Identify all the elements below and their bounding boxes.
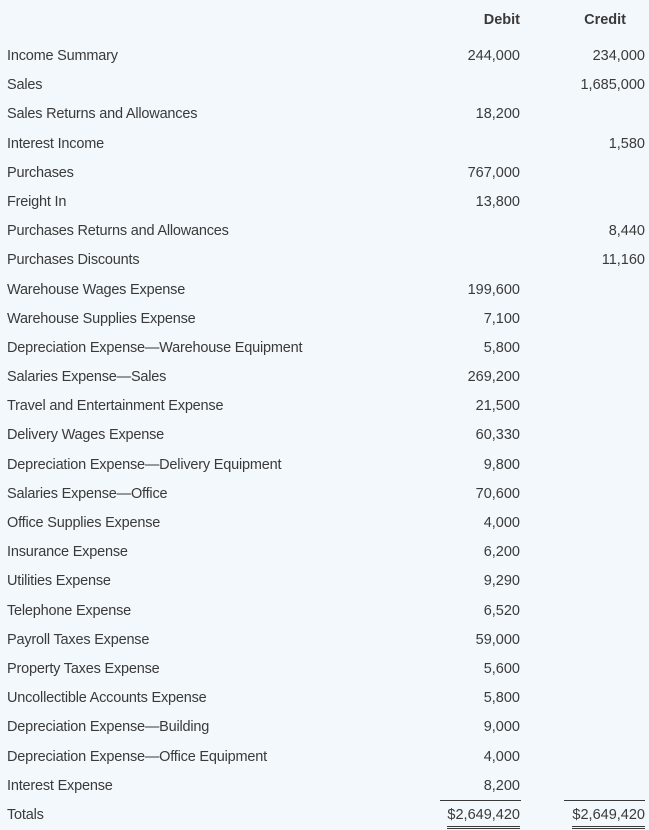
- totals-row: Totals $2,649,420 $2,649,420: [0, 801, 649, 830]
- table-row: Purchases Discounts 11,160: [0, 246, 649, 275]
- account-name: Delivery Wages Expense: [7, 427, 165, 444]
- table-row: Purchases 767,000: [0, 159, 649, 188]
- table-row: Telephone Expense 6,520: [0, 597, 649, 626]
- debit-amount: 767,000: [467, 164, 520, 181]
- debit-subtotal-rule: [440, 799, 521, 801]
- account-name: Sales: [7, 77, 43, 94]
- table-header: Debit Credit: [0, 0, 649, 42]
- debit-amount: 5,600: [483, 660, 520, 677]
- account-name: Income Summary: [7, 48, 118, 64]
- table-row: Salaries Expense—Sales 269,200: [0, 363, 649, 392]
- account-name: Uncollectible Accounts Expense: [7, 690, 207, 707]
- table-row: Office Supplies Expense 4,000: [0, 509, 649, 538]
- debit-amount: 4,000: [483, 748, 520, 765]
- debit-amount: 4,000: [483, 515, 520, 531]
- account-name: Payroll Taxes Expense: [7, 631, 150, 648]
- debit-amount: 13,800: [475, 193, 520, 210]
- account-name: Interest Income: [7, 135, 104, 152]
- credit-amount: 11,160: [601, 252, 645, 269]
- account-name: Freight In: [7, 193, 67, 210]
- debit-amount: 7,100: [483, 310, 520, 327]
- table-row: Depreciation Expense—Warehouse Equipment…: [0, 334, 649, 363]
- table-row: Delivery Wages Expense 60,330: [0, 421, 649, 450]
- table-row: Depreciation Expense—Office Equipment 4,0…: [0, 743, 649, 772]
- table-row: Purchases Returns and Allowances 8,440: [0, 217, 649, 246]
- table-row: Travel and Entertainment Expense 21,500: [0, 392, 649, 421]
- credit-amount: 1,685,000: [580, 77, 645, 94]
- account-name: Office Supplies Expense: [7, 515, 161, 531]
- debit-column-header: Debit: [483, 12, 520, 28]
- table-row: Salaries Expense—Office 70,600: [0, 480, 649, 509]
- account-name: Depreciation Expense—Office Equipment: [7, 748, 267, 765]
- account-name: Telephone Expense: [7, 602, 131, 619]
- table-row: Interest Expense 8,200: [0, 772, 649, 801]
- table-row: Uncollectible Accounts Expense 5,800: [0, 684, 649, 713]
- debit-amount: 70,600: [475, 485, 520, 502]
- account-name: Purchases Returns and Allowances: [7, 223, 229, 240]
- account-name: Travel and Entertainment Expense: [7, 398, 224, 415]
- table-row: Freight In 13,800: [0, 188, 649, 217]
- totals-label: Totals: [7, 806, 44, 823]
- table-row: Sales 1,685,000: [0, 71, 649, 100]
- account-name: Insurance Expense: [7, 544, 128, 561]
- totals-debit: $2,649,420: [447, 804, 520, 829]
- debit-amount: 199,600: [467, 281, 520, 298]
- debit-amount: 5,800: [483, 690, 520, 707]
- debit-amount: 5,800: [483, 339, 520, 356]
- table-row: Sales Returns and Allowances 18,200: [0, 100, 649, 129]
- account-name: Warehouse Supplies Expense: [7, 310, 196, 327]
- table-row: Payroll Taxes Expense 59,000: [0, 626, 649, 655]
- table-row: Interest Income 1,580: [0, 130, 649, 159]
- debit-amount: 18,200: [475, 106, 520, 123]
- account-name: Warehouse Wages Expense: [7, 281, 186, 298]
- account-name: Depreciation Expense—Delivery Equipment: [7, 456, 282, 473]
- debit-amount: 269,200: [467, 369, 520, 386]
- table-row: Depreciation Expense—Delivery Equipment 9…: [0, 451, 649, 480]
- credit-amount: 234,000: [592, 48, 645, 64]
- debit-amount: 6,520: [483, 602, 520, 619]
- account-name: Depreciation Expense—Warehouse Equipment: [7, 339, 303, 356]
- credit-subtotal-rule: [564, 799, 645, 801]
- table-row: Depreciation Expense—Building 9,000: [0, 713, 649, 742]
- table-row: Warehouse Supplies Expense 7,100: [0, 305, 649, 334]
- totals-credit: $2,649,420: [572, 804, 645, 829]
- debit-amount: 6,200: [483, 544, 520, 561]
- debit-amount: 60,330: [475, 427, 520, 444]
- table-row: Insurance Expense 6,200: [0, 538, 649, 567]
- account-name: Salaries Expense—Sales: [7, 369, 167, 386]
- debit-amount: 9,000: [483, 719, 520, 736]
- account-name: Purchases: [7, 164, 74, 181]
- table-body: Income Summary 244,000 234,000 Sales 1,685,0…: [0, 42, 649, 801]
- debit-amount: 8,200: [483, 777, 520, 794]
- debit-amount: 244,000: [467, 48, 520, 64]
- account-name: Utilities Expense: [7, 573, 111, 590]
- debit-amount: 21,500: [475, 398, 520, 415]
- account-name: Depreciation Expense—Building: [7, 719, 210, 736]
- debit-amount: 9,290: [483, 573, 520, 590]
- table-row: Warehouse Wages Expense 199,600: [0, 276, 649, 305]
- table-row: Property Taxes Expense 5,600: [0, 655, 649, 684]
- account-name: Sales Returns and Allowances: [7, 106, 198, 123]
- account-name: Purchases Discounts: [7, 252, 140, 269]
- account-name: Salaries Expense—Office: [7, 485, 168, 502]
- debit-amount: 9,800: [483, 456, 520, 473]
- credit-column-header: Credit: [584, 12, 626, 28]
- account-name: Interest Expense: [7, 777, 113, 794]
- debit-amount: 59,000: [475, 631, 520, 648]
- account-name: Property Taxes Expense: [7, 660, 160, 677]
- table-row: Income Summary 244,000 234,000: [0, 42, 649, 71]
- credit-amount: 1,580: [608, 135, 645, 152]
- table-row: Utilities Expense 9,290: [0, 567, 649, 596]
- credit-amount: 8,440: [608, 223, 645, 240]
